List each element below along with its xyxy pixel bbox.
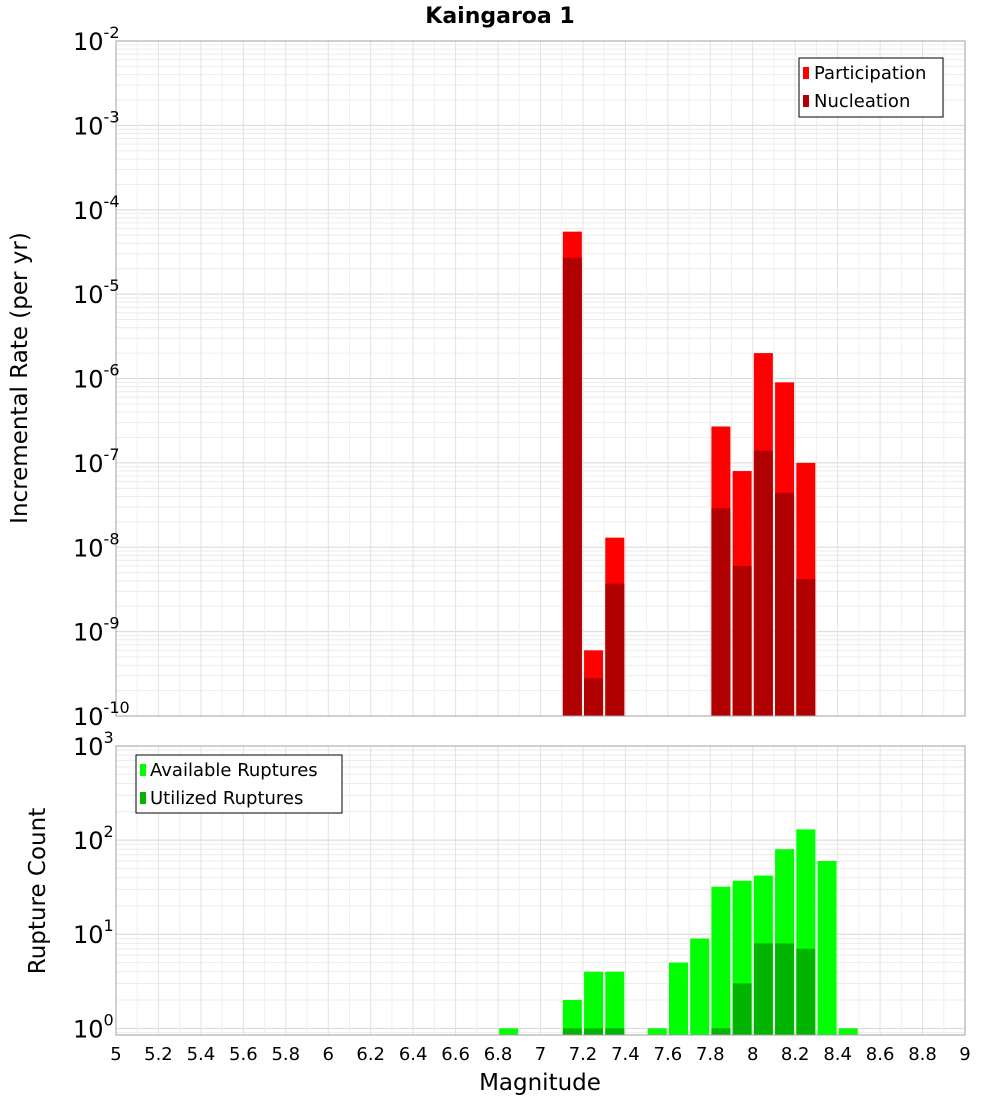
chart-title: Kaingaroa 1 xyxy=(425,4,574,29)
top-legend: Participation Nucleation xyxy=(798,57,944,118)
bar-utilized xyxy=(584,1028,604,1035)
top-ytick-label: 10-10 xyxy=(73,698,130,731)
top-plot-frame xyxy=(115,40,966,717)
top-ytick-label: 10-5 xyxy=(73,276,120,309)
x-axis-label: Magnitude xyxy=(479,1070,601,1096)
top-ytick-label: 10-3 xyxy=(73,107,120,140)
x-tick-label: 7.6 xyxy=(654,1044,683,1065)
x-tick-label: 8.6 xyxy=(866,1044,895,1065)
bar-utilized xyxy=(605,1028,625,1035)
top-ytick-label: 10-4 xyxy=(73,192,120,225)
x-tick-label: 5.4 xyxy=(187,1044,216,1065)
bar-nucleation xyxy=(732,565,752,716)
bottom-ytick-label: 100 xyxy=(73,1010,114,1043)
x-tick-label: 9 xyxy=(959,1044,970,1065)
legend-label-available: Available Ruptures xyxy=(150,760,318,781)
bar-available xyxy=(711,886,731,1035)
top-ytick-label: 10-7 xyxy=(73,445,120,478)
legend-label-nucleation: Nucleation xyxy=(814,91,910,112)
top-bars xyxy=(562,231,816,716)
bar-available xyxy=(668,962,688,1035)
top-legend-box xyxy=(798,57,944,118)
bar-nucleation xyxy=(584,678,604,716)
top-ytick-label: 10-8 xyxy=(73,529,120,562)
x-tick-label: 5.6 xyxy=(229,1044,258,1065)
bottom-legend-box xyxy=(135,754,343,814)
legend-swatch-nucleation xyxy=(803,95,809,107)
bar-utilized xyxy=(732,983,752,1035)
bar-nucleation xyxy=(711,508,731,716)
bar-available xyxy=(605,971,625,1035)
x-tick-label: 7 xyxy=(535,1044,546,1065)
legend-swatch-available xyxy=(140,764,146,776)
bottom-bars xyxy=(499,829,858,1035)
bar-nucleation xyxy=(775,492,795,716)
legend-swatch-participation xyxy=(803,67,809,79)
x-tick-label: 6.4 xyxy=(399,1044,428,1065)
bar-available xyxy=(562,1000,582,1035)
top-ytick-label: 10-6 xyxy=(73,361,120,394)
bar-available xyxy=(499,1028,519,1035)
bar-available xyxy=(817,860,837,1035)
bar-utilized xyxy=(775,943,795,1035)
x-tick-label: 6.2 xyxy=(356,1044,385,1065)
x-tick-label: 6.8 xyxy=(484,1044,513,1065)
top-ytick-label: 10-2 xyxy=(73,23,120,56)
x-tick-label: 6 xyxy=(323,1044,334,1065)
bar-utilized xyxy=(753,943,773,1035)
bar-utilized xyxy=(562,1028,582,1035)
x-ticks: 5 5.2 5.4 5.6 5.8 6 6.2 6.4 6.6 6.8 7 7.2 7.4 7.6 7.8 8… xyxy=(110,1044,970,1065)
bottom-ytick-label: 103 xyxy=(73,728,114,761)
bar-nucleation xyxy=(562,257,582,716)
bottom-ytick-label: 101 xyxy=(73,916,114,949)
bottom-y-ticks: 100 101 102 103 xyxy=(73,728,114,1043)
bar-utilized xyxy=(796,948,816,1035)
bar-utilized xyxy=(711,1028,731,1035)
top-ytick-label: 10-9 xyxy=(73,614,120,647)
bottom-y-axis-label: Rupture Count xyxy=(25,808,51,974)
bar-available xyxy=(838,1028,858,1035)
x-tick-label: 8.8 xyxy=(908,1044,937,1065)
bar-nucleation xyxy=(796,579,816,716)
bottom-ytick-label: 102 xyxy=(73,822,114,855)
legend-label-utilized: Utilized Ruptures xyxy=(150,788,303,809)
bar-available xyxy=(647,1028,667,1035)
bar-nucleation xyxy=(605,583,625,716)
bar-available xyxy=(690,938,710,1035)
x-tick-label: 5 xyxy=(110,1044,121,1065)
x-tick-label: 7.8 xyxy=(696,1044,725,1065)
x-tick-label: 8 xyxy=(747,1044,758,1065)
top-y-axis-label: Incremental Rate (per yr) xyxy=(7,232,33,524)
bottom-legend: Available Ruptures Utilized Ruptures xyxy=(135,754,343,814)
legend-label-participation: Participation xyxy=(814,63,926,84)
x-tick-label: 5.8 xyxy=(271,1044,300,1065)
bar-available xyxy=(584,971,604,1035)
x-tick-label: 7.2 xyxy=(569,1044,598,1065)
x-tick-label: 8.4 xyxy=(823,1044,852,1065)
top-y-ticks: 10-10 10-9 10-8 10-7 10-6 10-5 10-4 10-3 10-2 xyxy=(73,23,130,731)
top-grid xyxy=(115,40,966,717)
x-tick-label: 5.2 xyxy=(144,1044,173,1065)
x-tick-label: 7.4 xyxy=(611,1044,640,1065)
x-tick-label: 6.6 xyxy=(441,1044,470,1065)
x-tick-label: 8.2 xyxy=(781,1044,810,1065)
bar-nucleation xyxy=(753,450,773,716)
bottom-plot-frame xyxy=(115,745,966,1036)
legend-swatch-utilized xyxy=(140,792,146,804)
